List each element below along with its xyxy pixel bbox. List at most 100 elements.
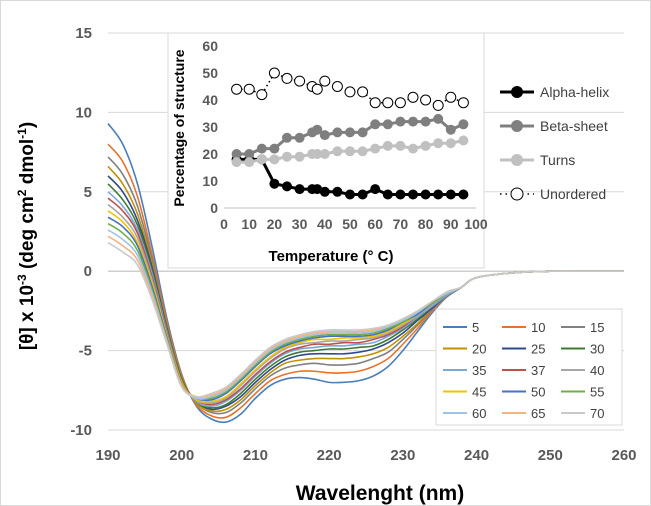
- inset-point: [357, 146, 368, 157]
- inset-point: [269, 143, 280, 154]
- inset-point: [282, 151, 292, 162]
- inset-legend-marker: [511, 120, 523, 132]
- x-tick-label: 250: [538, 447, 563, 464]
- inset-legend-marker: [511, 86, 523, 98]
- inset-y-tick-label: 60: [202, 38, 218, 54]
- inset-point: [231, 149, 242, 159]
- legend-label: 50: [531, 385, 545, 400]
- inset-point: [407, 91, 419, 103]
- inset-legend-label: Unordered: [540, 186, 606, 202]
- legend-label: 35: [472, 363, 486, 378]
- inset-legend-label: Alpha-helix: [540, 84, 609, 100]
- inset-series: [231, 67, 469, 200]
- inset-x-axis-label: Temperature (° C): [269, 248, 394, 265]
- y-tick-label: 5: [84, 184, 92, 201]
- y-tick-label: -5: [79, 343, 92, 360]
- inset-point: [420, 140, 431, 151]
- legend-label: 15: [590, 320, 604, 335]
- x-tick-label: 260: [611, 447, 636, 464]
- inset-point: [269, 154, 280, 165]
- y-tick-label: 0: [84, 263, 92, 280]
- main-y-tick-labels: -10 -5 0 5 10 15: [70, 25, 92, 439]
- inset-point: [394, 97, 406, 109]
- inset-series-Beta-sheet: [231, 113, 469, 159]
- inset-point: [382, 189, 393, 200]
- inset-point: [457, 97, 469, 109]
- inset-point: [319, 186, 330, 197]
- inset-point: [319, 149, 330, 159]
- inset-legend-marker: [510, 187, 524, 201]
- inset-point: [269, 178, 280, 189]
- inset-point: [332, 186, 343, 197]
- inset-point: [231, 157, 242, 168]
- inset-point: [311, 83, 323, 95]
- x-tick-label: 230: [390, 447, 415, 464]
- main-legend: 5 10 15 20 25 30 35 37 40 45 50 55 60 65 70: [435, 308, 623, 426]
- legend-box: [435, 308, 623, 426]
- inset-point: [231, 83, 243, 95]
- inset-legend-marker: [511, 154, 523, 166]
- legend-label: 45: [472, 385, 486, 400]
- inset-y-tick-label: 20: [202, 146, 218, 162]
- inset-point: [357, 189, 368, 200]
- inset-series-Turns: [231, 135, 469, 168]
- inset-point: [458, 135, 469, 146]
- inset-point: [369, 97, 381, 109]
- inset-y-tick-label: 50: [202, 65, 218, 81]
- legend-label: 5: [472, 320, 479, 335]
- inset-chart: 0 10 20 30 40 50 60 0 10 20 30 40 50 60 70 80 90 100 Per…: [167, 32, 488, 269]
- legend-label: 25: [531, 342, 545, 357]
- inset-point: [294, 132, 305, 143]
- inset-point: [256, 154, 267, 165]
- inset-x-tick-label: 70: [393, 216, 409, 232]
- inset-y-tick-label: 30: [202, 119, 218, 135]
- inset-x-tick-label: 60: [367, 216, 383, 232]
- inset-point: [357, 127, 368, 138]
- inset-point: [312, 184, 323, 195]
- ylabel-part: [θ] x 10: [17, 285, 38, 350]
- ylabel-part: ): [17, 122, 38, 128]
- main-x-tick-labels: 190 200 210 220 230 240 250 260: [95, 447, 636, 464]
- inset-point: [331, 81, 343, 92]
- inset-y-axis-label: Percentage of structure: [171, 49, 187, 206]
- inset-point: [244, 157, 255, 168]
- inset-x-tick-label: 50: [342, 216, 358, 232]
- legend-label: 65: [531, 406, 545, 421]
- inset-point: [319, 130, 330, 141]
- ylabel-part: 2: [15, 189, 29, 196]
- x-tick-label: 200: [169, 447, 194, 464]
- inset-point: [408, 189, 418, 200]
- inset-point: [433, 189, 444, 200]
- inset-point: [294, 151, 305, 162]
- y-tick-label: 10: [75, 104, 92, 121]
- inset-point: [281, 72, 293, 84]
- series-line-70: [107, 241, 624, 398]
- inset-point: [420, 116, 431, 127]
- legend-label: 70: [590, 406, 604, 421]
- inset-point: [244, 149, 255, 159]
- inset-legend: Alpha-helix Beta-sheet Turns Unordered: [500, 84, 609, 202]
- legend-label: 60: [472, 406, 486, 421]
- main-series-lines: [107, 123, 624, 424]
- legend-label: 30: [590, 342, 604, 357]
- inset-point: [345, 146, 355, 157]
- inset-point: [432, 99, 444, 111]
- inset-point: [282, 132, 292, 143]
- inset-point: [268, 67, 280, 79]
- legend-label: 20: [472, 342, 486, 357]
- ylabel-part: -1: [15, 128, 29, 139]
- inset-point: [408, 116, 418, 127]
- inset-series-Unordered: [231, 67, 469, 111]
- inset-point: [395, 140, 406, 151]
- inset-point: [445, 124, 456, 135]
- inset-point: [420, 189, 431, 200]
- inset-point: [332, 127, 343, 138]
- ylabel-part: dmol: [17, 139, 38, 190]
- inset-x-tick-label: 10: [241, 216, 257, 232]
- inset-point: [433, 113, 444, 124]
- inset-x-tick-labels: 0 10 20 30 40 50 60 70 80 90 100: [220, 216, 488, 232]
- inset-point: [294, 75, 306, 87]
- inset-point: [256, 89, 268, 101]
- inset-point: [344, 86, 356, 98]
